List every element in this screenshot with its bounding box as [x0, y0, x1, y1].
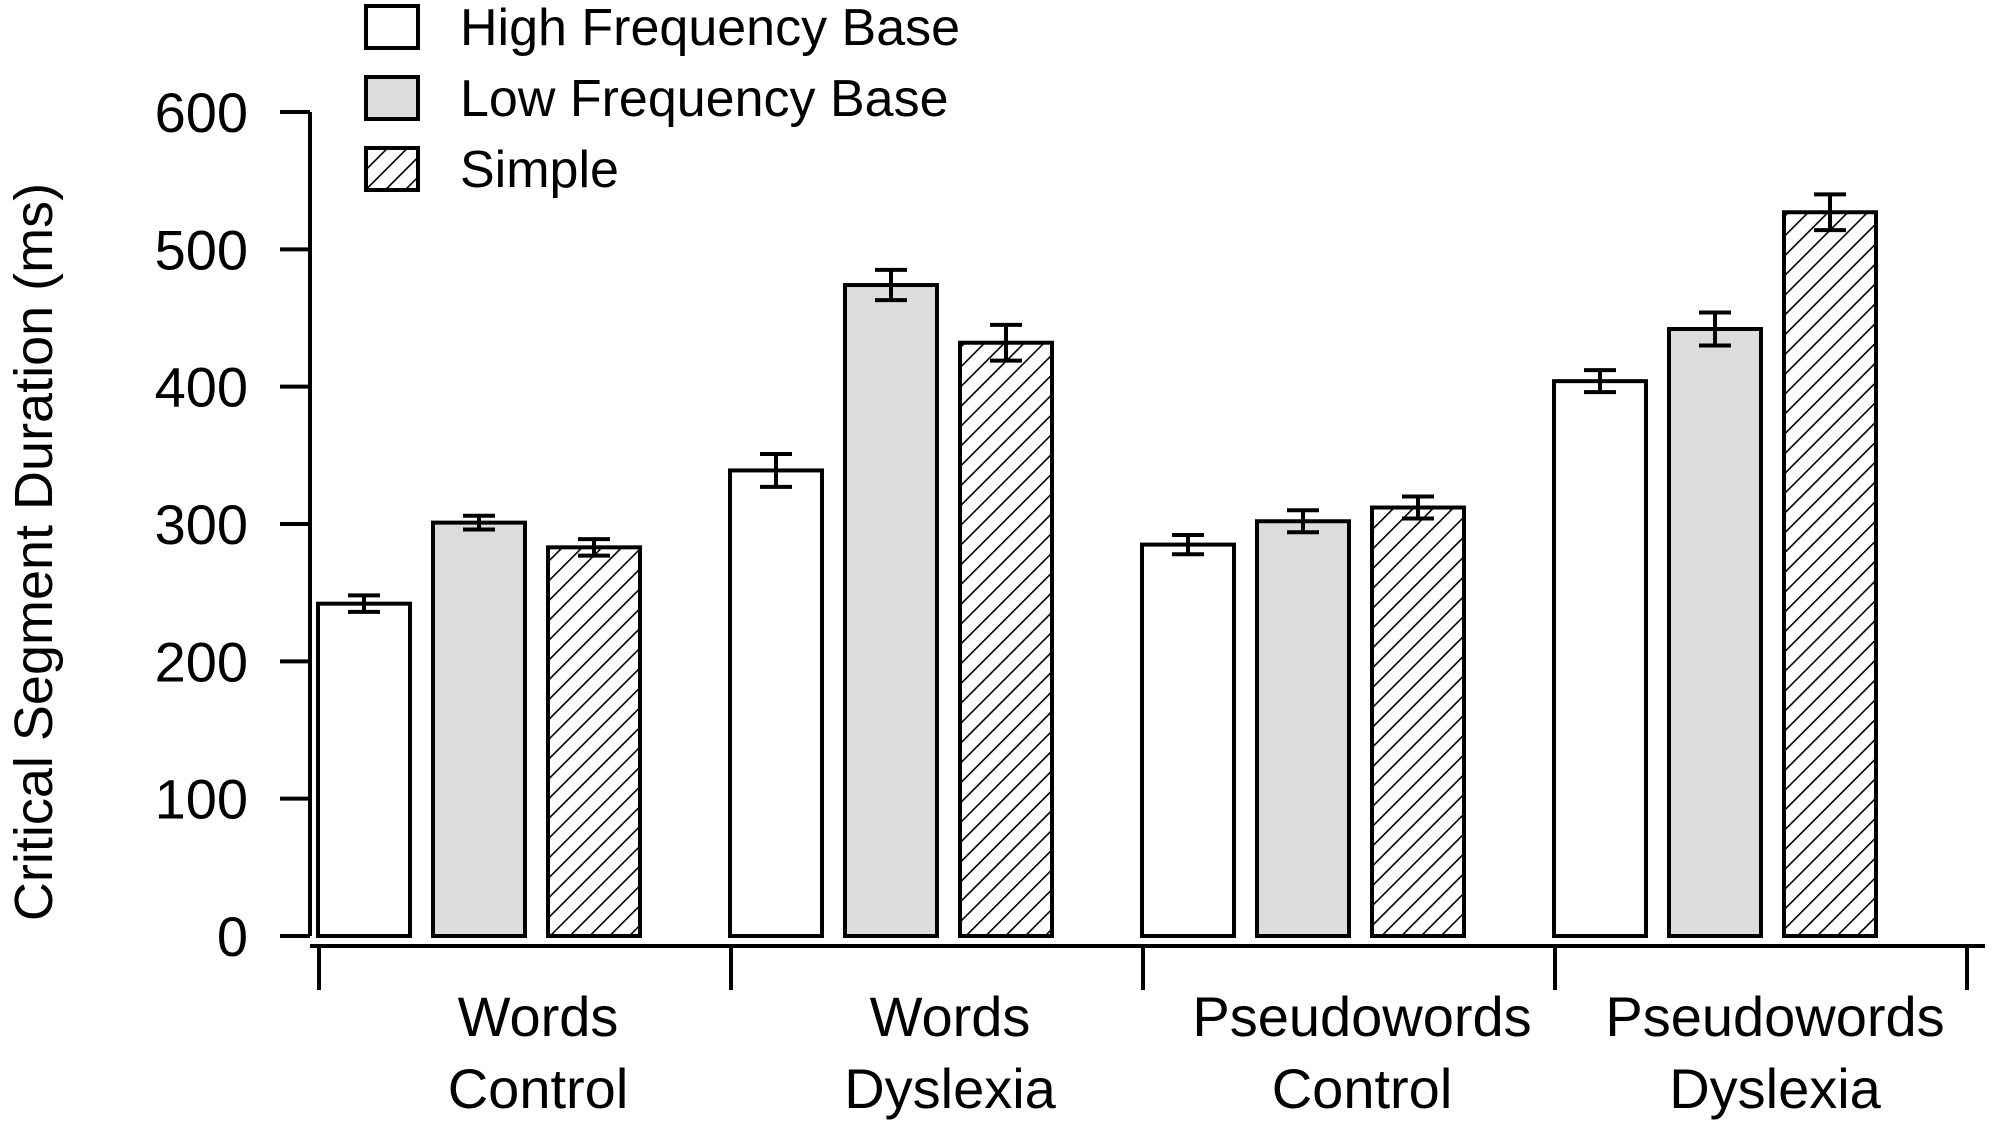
bar	[546, 545, 642, 938]
bar	[1782, 210, 1878, 938]
error-bar	[348, 593, 380, 614]
category-label: Words Dyslexia	[844, 985, 1056, 1120]
error-bar	[1402, 494, 1434, 521]
legend-swatch	[364, 4, 420, 50]
y-tick-label: 300	[155, 493, 248, 556]
bar	[1370, 505, 1466, 938]
error-bars	[348, 192, 1846, 614]
category-label-line: Words	[458, 985, 619, 1048]
error-bar	[990, 322, 1022, 363]
legend-item: High Frequency Base	[364, 0, 960, 57]
category-label-line: Words	[870, 985, 1031, 1048]
y-axis-ticks: 0 100 200 300 400 500 600	[155, 81, 310, 968]
legend-item: Low Frequency Base	[364, 70, 949, 128]
category-label: Words Control	[448, 985, 629, 1120]
y-axis-title: Critical Segment Duration (ms)	[4, 183, 64, 921]
error-bar	[578, 537, 610, 558]
bar	[1667, 326, 1763, 938]
y-tick-label: 100	[155, 768, 248, 831]
bar	[1255, 519, 1351, 939]
legend-label: Low Frequency Base	[460, 70, 949, 128]
error-bar	[463, 513, 495, 532]
x-axis-ticks	[317, 946, 1969, 990]
y-tick-label: 600	[155, 81, 248, 144]
legend-label: Simple	[460, 141, 619, 199]
bar	[958, 340, 1054, 939]
bar	[431, 520, 527, 938]
error-bar	[760, 451, 792, 489]
bar	[728, 468, 824, 938]
y-tick-label: 0	[217, 905, 248, 968]
legend-item: Simple	[364, 141, 619, 199]
error-bar	[1287, 508, 1319, 535]
error-bar	[1584, 368, 1616, 395]
category-labels: Words Control Words Dyslexia Pseudowords Cont…	[448, 985, 1945, 1120]
bar	[843, 283, 939, 939]
legend-swatch	[364, 146, 420, 192]
bar	[316, 601, 412, 938]
y-tick-label: 400	[155, 356, 248, 419]
category-label-line: Control	[1272, 1057, 1453, 1120]
category-label-line: Control	[448, 1057, 629, 1120]
y-tick-label: 200	[155, 630, 248, 693]
error-bar	[875, 267, 907, 303]
legend-swatch	[364, 75, 420, 121]
category-label: Pseudowords Control	[1192, 985, 1531, 1120]
y-tick-label: 500	[155, 218, 248, 281]
bar	[1140, 542, 1236, 938]
legend-label: High Frequency Base	[460, 0, 960, 57]
bar	[1552, 379, 1648, 938]
category-label-line: Pseudowords	[1192, 985, 1531, 1048]
category-label: Pseudowords Dyslexia	[1605, 985, 1944, 1120]
category-label-line: Dyslexia	[1669, 1057, 1881, 1120]
error-bar	[1699, 310, 1731, 348]
category-label-line: Pseudowords	[1605, 985, 1944, 1048]
bars	[316, 210, 1878, 939]
legend: High Frequency Base Low Frequency Base Sim…	[364, 0, 960, 199]
error-bar	[1814, 192, 1846, 233]
category-label-line: Dyslexia	[844, 1057, 1056, 1120]
error-bar	[1172, 532, 1204, 557]
